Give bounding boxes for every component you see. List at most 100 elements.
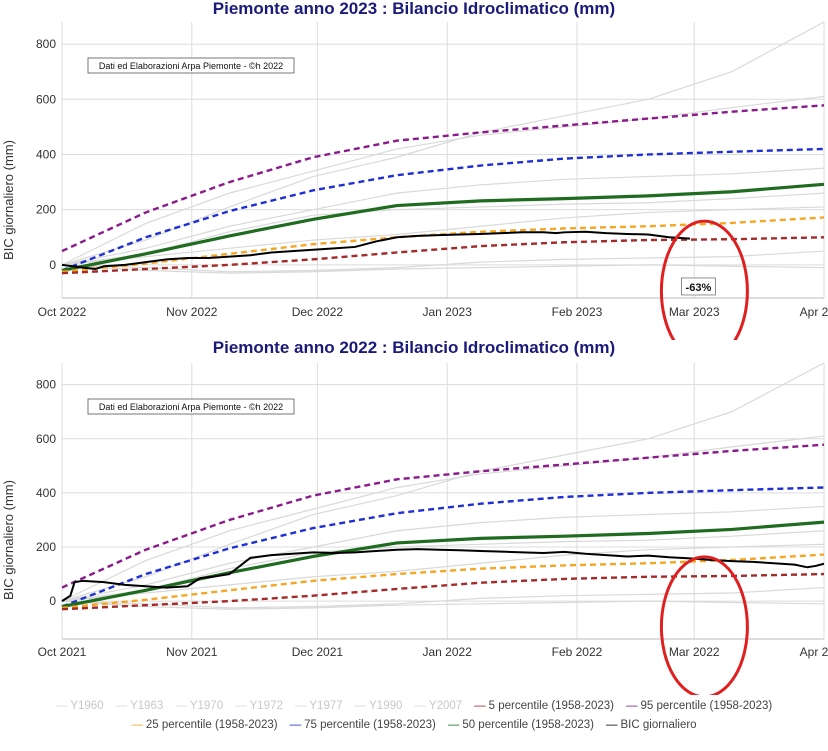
legend-label: Y1977	[309, 700, 343, 712]
legend-label: 75 percentile (1958-2023)	[304, 719, 436, 731]
series-y1977	[61, 543, 825, 602]
legend: — Y1960— Y1963— Y1970— Y1972— Y1977— Y1990— Y20…	[0, 697, 828, 735]
series-bic	[61, 230, 691, 271]
legend-swatch: —	[115, 700, 128, 712]
series-p50	[61, 520, 825, 609]
annotation-label: -63%	[680, 277, 716, 296]
legend-item-p25[interactable]: —25 percentile (1958-2023)	[131, 716, 277, 735]
legend-row: —25 percentile (1958-2023) —75 percentile…	[0, 716, 828, 735]
series-y1977	[61, 206, 825, 266]
series-p75	[61, 486, 825, 608]
legend-row: — Y1960— Y1963— Y1970— Y1972— Y1977— Y1990— Y20…	[0, 697, 828, 716]
credit-text: Dati ed Elaborazioni Arpa Piemonte - ©h …	[99, 402, 283, 412]
credit-frame	[87, 398, 295, 415]
legend-item-p75[interactable]: —75 percentile (1958-2023)	[290, 716, 436, 735]
x-tick-label: Dec 2021	[292, 645, 344, 659]
credit-box: Dati ed Elaborazioni Arpa Piemonte - ©h …	[87, 57, 295, 74]
legend-item-p95[interactable]: —95 percentile (1958-2023)	[626, 697, 772, 716]
legend-label: Y1990	[369, 700, 403, 712]
x-tick-label: Oct 2022	[38, 305, 87, 319]
legend-swatch: —	[289, 719, 302, 731]
series-y2007	[61, 264, 825, 274]
legend-label: Y1963	[130, 700, 164, 712]
legend-item-y2007[interactable]: — Y2007	[414, 697, 462, 716]
x-tick-label: Nov 2022	[166, 305, 218, 319]
legend-swatch: —	[131, 719, 143, 731]
series-y1970	[61, 505, 825, 602]
legend-label: 5 percentile (1958-2023)	[488, 700, 614, 712]
x-tick-label: Oct 2021	[38, 645, 87, 659]
credit-box: Dati ed Elaborazioni Arpa Piemonte - ©h …	[87, 398, 295, 415]
legend-swatch: —	[235, 700, 247, 712]
legend-label: BIC giornaliero	[620, 719, 697, 731]
legend-swatch: —	[55, 700, 68, 712]
legend-item-y1970[interactable]: — Y1970	[175, 697, 223, 716]
x-tick-label: Dec 2022	[292, 305, 344, 319]
series-y1990	[61, 250, 825, 273]
series-y1972	[61, 530, 825, 602]
y-tick-label: 0	[49, 258, 56, 272]
legend-item-y1972[interactable]: — Y1972	[235, 697, 283, 716]
legend-label: Y2007	[428, 700, 463, 712]
x-tick-label: Mar 2022	[669, 645, 720, 659]
y-tick-label: 200	[36, 540, 56, 554]
series-p95	[61, 443, 825, 589]
x-tick-label: Apr 2023	[800, 305, 828, 319]
legend-item-p5[interactable]: —5 percentile (1958-2023)	[474, 697, 614, 716]
series-p95	[61, 104, 825, 253]
legend-swatch: —	[447, 719, 460, 731]
legend-swatch: —	[625, 700, 638, 712]
series-y1963	[61, 95, 825, 266]
series-y1990	[61, 586, 825, 609]
plot-area: 0 200 400 600 800 Oct 2022 Nov 2022 Dec 2022 Jan…	[36, 21, 828, 340]
credit-frame	[87, 57, 295, 74]
credit-text: Dati ed Elaborazioni Arpa Piemonte - ©h …	[99, 61, 283, 71]
x-tick-label: Jan 2022	[422, 645, 472, 659]
y-tick-label: 600	[36, 432, 56, 446]
plot-area: 0 200 400 600 800 Oct 2021 Nov 2021 Dec 2021 Jan…	[36, 362, 828, 695]
legend-item-y1960[interactable]: — Y1960	[56, 697, 104, 716]
legend-swatch: —	[606, 719, 618, 731]
x-tick-label: Nov 2021	[166, 645, 218, 659]
x-tick-label: Mar 2023	[669, 305, 720, 319]
legend-item-y1977[interactable]: — Y1977	[295, 697, 343, 716]
legend-item-y1963[interactable]: — Y1963	[116, 697, 164, 716]
y-tick-label: 600	[36, 92, 56, 106]
legend-swatch: —	[474, 700, 486, 712]
legend-swatch: —	[354, 700, 367, 712]
highlight-ellipse	[659, 219, 749, 340]
x-tick-label: Feb 2022	[552, 645, 603, 659]
legend-label: 95 percentile (1958-2023)	[640, 700, 773, 712]
legend-label: Y1972	[249, 700, 283, 712]
series-y1963	[61, 435, 825, 602]
y-axis-label: BIC giornaliero (mm)	[1, 140, 16, 260]
series-y1970	[61, 167, 825, 266]
chart-2023: Piemonte anno 2023 : Bilancio Idroclimat…	[1, 0, 828, 340]
legend-label: 50 percentile (1958-2023)	[462, 719, 595, 731]
y-tick-label: 200	[36, 203, 56, 217]
legend-label: Y1960	[70, 700, 104, 712]
annotation-frame	[680, 277, 716, 296]
legend-item-y1990[interactable]: — Y1990	[355, 697, 403, 716]
y-tick-label: 800	[36, 378, 56, 392]
y-tick-label: 800	[36, 37, 56, 51]
annotation-text: -63%	[686, 282, 712, 294]
series-y1972	[61, 192, 825, 266]
legend-swatch: —	[175, 700, 187, 712]
chart-title: Piemonte anno 2022 : Bilancio Idroclimat…	[213, 338, 615, 357]
y-tick-label: 400	[36, 147, 56, 161]
legend-swatch: —	[414, 700, 426, 712]
legend-label: 25 percentile (1958-2023)	[145, 719, 278, 731]
y-axis-label: BIC giornaliero (mm)	[1, 480, 16, 600]
series-p75	[61, 147, 825, 272]
x-tick-label: Apr 2022	[800, 645, 828, 659]
y-tick-label: 400	[36, 486, 56, 500]
legend-item-p50[interactable]: —50 percentile (1958-2023)	[448, 716, 594, 735]
legend-swatch: —	[294, 700, 307, 712]
chart-title: Piemonte anno 2023 : Bilancio Idroclimat…	[213, 0, 615, 18]
series-y2007	[61, 600, 825, 610]
legend-item-bic[interactable]: — BIC giornaliero	[606, 716, 697, 735]
y-tick-label: 0	[49, 594, 56, 608]
series-p5	[61, 236, 825, 275]
legend-label: Y1970	[189, 700, 224, 712]
